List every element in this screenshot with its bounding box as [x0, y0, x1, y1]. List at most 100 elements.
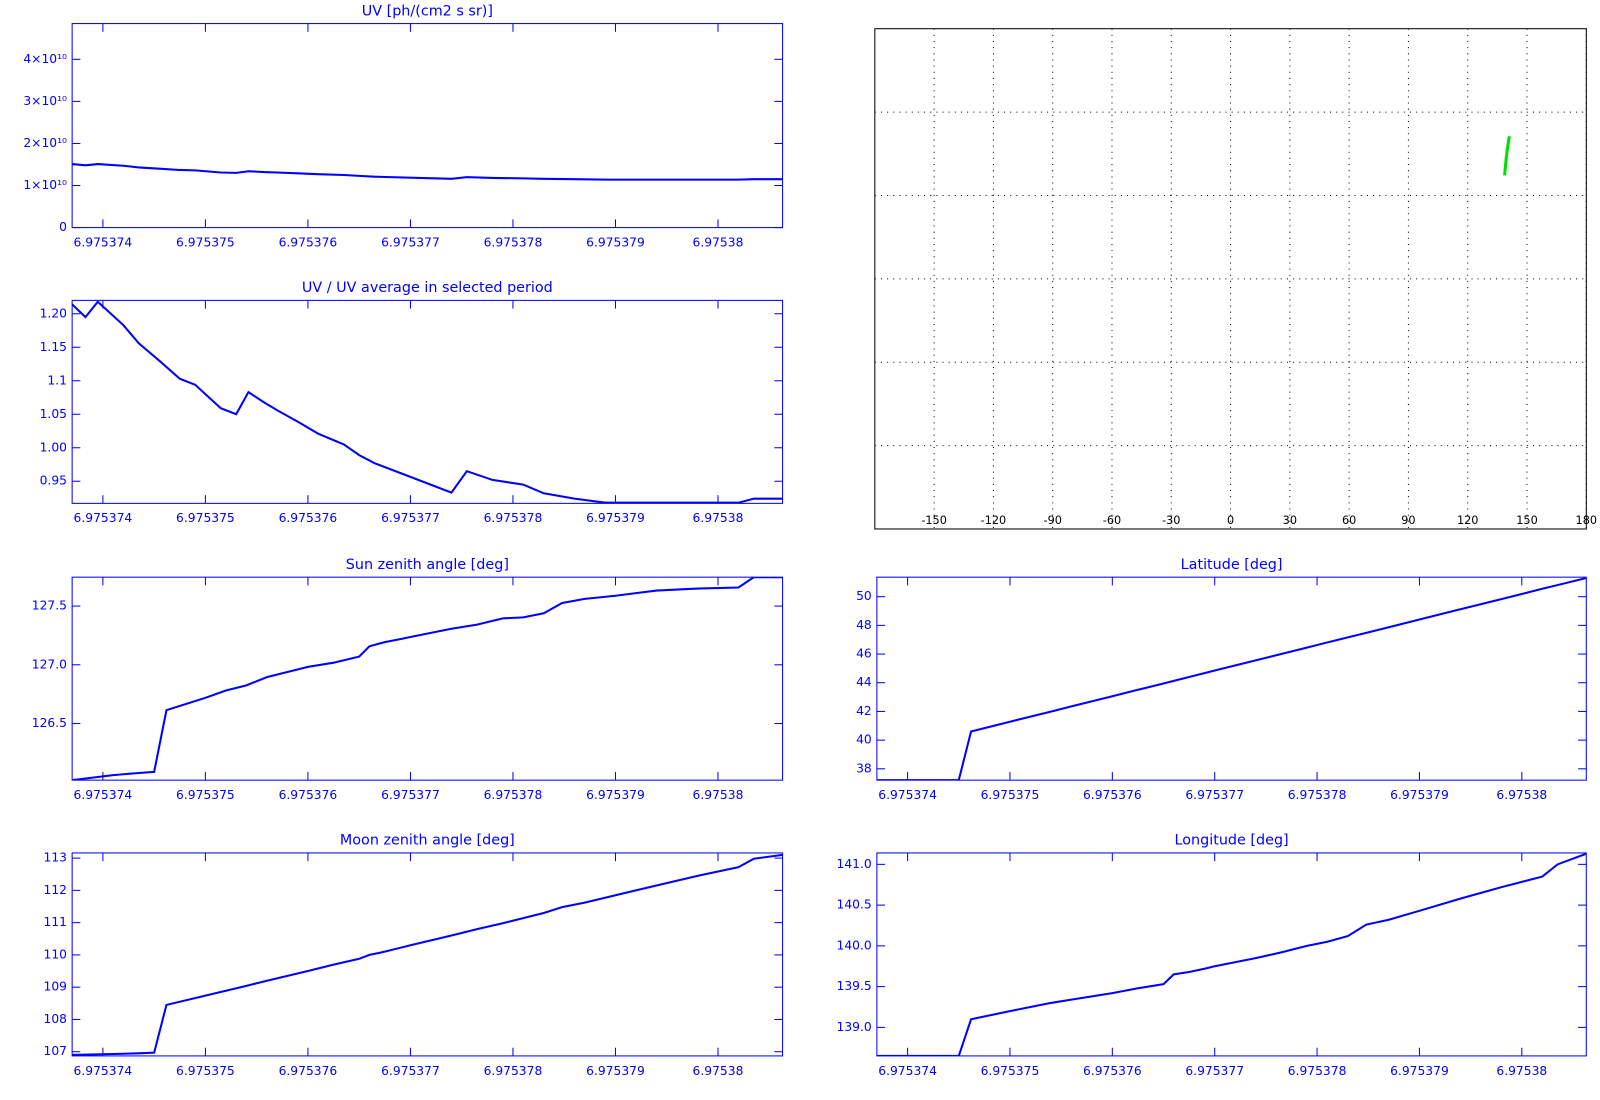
x-tick-label: 6.975376 [1083, 1064, 1142, 1078]
y-tick-label: 0 [59, 220, 67, 234]
y-tick-label: 48 [856, 618, 872, 632]
x-tick-label: -30 [1162, 514, 1180, 527]
chart-title: Moon zenith angle [deg] [340, 833, 515, 849]
x-tick-label: 6.975376 [279, 1064, 338, 1078]
x-tick-label: 6.975378 [484, 235, 543, 249]
y-tick-label: 40 [856, 733, 872, 747]
x-tick-label: 6.975379 [1390, 1064, 1449, 1078]
y-tick-label: 1×10¹⁰ [23, 178, 67, 192]
x-tick-label: 6.975374 [878, 788, 937, 802]
x-tick-label: 6.975378 [1288, 1064, 1347, 1078]
map: -150 -120 -90 -60 -30 0 30 60 90 120 150 180 [874, 28, 1597, 530]
y-tick-label: 140.5 [837, 898, 872, 912]
x-tick-label: 6.975374 [74, 1064, 133, 1078]
y-tick-label: 42 [856, 704, 872, 718]
x-tick-label: 6.975379 [586, 788, 645, 802]
data-line [876, 852, 1587, 1056]
x-tick-label: 6.975375 [981, 1064, 1040, 1078]
y-tick-label: 3×10¹⁰ [23, 94, 67, 108]
x-tick-label: 6.975379 [586, 1064, 645, 1078]
x-tick-label: 6.975374 [74, 788, 133, 802]
y-tick-label: 107 [44, 1044, 67, 1058]
y-tick-label: 127.0 [32, 657, 67, 671]
x-tick-label: 6.975377 [1185, 788, 1244, 802]
y-tick-label: 111 [44, 915, 67, 929]
y-tick-label: 46 [856, 647, 872, 661]
y-tick-label: 50 [856, 589, 872, 603]
x-tick-label: 6.975378 [484, 1064, 543, 1078]
y-tick-label: 109 [44, 980, 67, 994]
y-tick-label: 2×10¹⁰ [23, 136, 67, 150]
x-tick-label: 6.97538 [1496, 788, 1547, 802]
plot-frame [71, 23, 784, 229]
x-tick-label: 6.97538 [693, 1064, 744, 1078]
plot-frame [71, 576, 784, 781]
line-chart: UV / UV average in selected period 6.9753… [40, 280, 784, 525]
y-tick-label: 112 [44, 883, 67, 897]
y-tick-label: 44 [856, 675, 872, 689]
x-tick-label: 6.975378 [484, 788, 543, 802]
x-tick-label: 6.97538 [1496, 1064, 1547, 1078]
chart-title: Sun zenith angle [deg] [346, 557, 509, 573]
x-tick-label: 6.975374 [74, 235, 133, 249]
x-tick-label: 6.975376 [279, 788, 338, 802]
x-tick-label: 6.975375 [176, 788, 235, 802]
y-tick-label: 110 [44, 947, 67, 961]
x-tick-label: 120 [1457, 514, 1479, 527]
plot-frame [71, 299, 784, 504]
plot-frame [876, 852, 1587, 1057]
y-tick-label: 4×10¹⁰ [23, 52, 67, 66]
x-tick-label: -150 [921, 514, 947, 527]
x-tick-label: 6.975376 [1083, 788, 1142, 802]
line-chart: UV [ph/(cm2 s sr)] 6.975374 6.975375 6.9753… [23, 3, 784, 249]
y-tick-label: 113 [44, 851, 67, 865]
x-tick-label: -120 [981, 514, 1007, 527]
line-chart: Longitude [deg] 6.975374 6.975375 6.975376 6… [837, 833, 1587, 1078]
x-tick-label: 6.975377 [381, 1064, 440, 1078]
x-tick-label: 6.975375 [981, 788, 1040, 802]
x-tick-label: 6.975378 [484, 511, 543, 525]
x-tick-label: 6.975377 [381, 511, 440, 525]
data-line [72, 300, 783, 504]
data-line [72, 163, 783, 181]
y-tick-label: 108 [44, 1012, 67, 1026]
x-tick-label: 6.975378 [1288, 788, 1347, 802]
x-tick-label: 6.975377 [1185, 1064, 1244, 1078]
line-chart: Sun zenith angle [deg] 6.975374 6.975375 6.… [32, 557, 784, 802]
x-tick-label: 90 [1401, 514, 1415, 527]
x-tick-label: 6.97538 [693, 235, 744, 249]
x-tick-label: 6.975379 [1390, 788, 1449, 802]
x-tick-label: 6.975374 [74, 511, 133, 525]
x-tick-label: 6.975376 [279, 511, 338, 525]
chart-title: Longitude [deg] [1175, 833, 1289, 849]
y-tick-label: 1.15 [40, 340, 67, 354]
x-tick-label: 30 [1283, 514, 1297, 527]
x-tick-label: 6.975375 [176, 235, 235, 249]
y-tick-label: 1.05 [40, 407, 67, 421]
y-tick-label: 38 [856, 761, 872, 775]
x-tick-label: 6.975379 [586, 511, 645, 525]
line-chart: Latitude [deg] 6.975374 6.975375 6.975376 6.… [856, 557, 1587, 802]
y-tick-label: 1.1 [47, 373, 67, 387]
x-tick-label: 60 [1342, 514, 1356, 527]
x-tick-label: 150 [1516, 514, 1538, 527]
chart-title: UV / UV average in selected period [302, 280, 553, 296]
x-tick-label: 6.97538 [693, 788, 744, 802]
y-tick-label: 1.00 [40, 440, 67, 454]
x-tick-label: 6.975374 [878, 1064, 937, 1078]
y-tick-label: 1.20 [40, 306, 67, 320]
data-line [72, 577, 783, 781]
chart-title: UV [ph/(cm2 s sr)] [362, 3, 493, 19]
x-tick-label: 6.97538 [693, 511, 744, 525]
x-tick-label: 6.975375 [176, 1064, 235, 1078]
x-tick-label: 6.975376 [279, 235, 338, 249]
map-frame [874, 28, 1587, 530]
x-tick-label: 6.975377 [381, 788, 440, 802]
y-tick-label: 127.5 [32, 599, 67, 613]
data-line [72, 853, 783, 1056]
satellite-track [1503, 135, 1511, 176]
x-tick-label: 6.975379 [586, 235, 645, 249]
plot-frame [71, 852, 784, 1057]
